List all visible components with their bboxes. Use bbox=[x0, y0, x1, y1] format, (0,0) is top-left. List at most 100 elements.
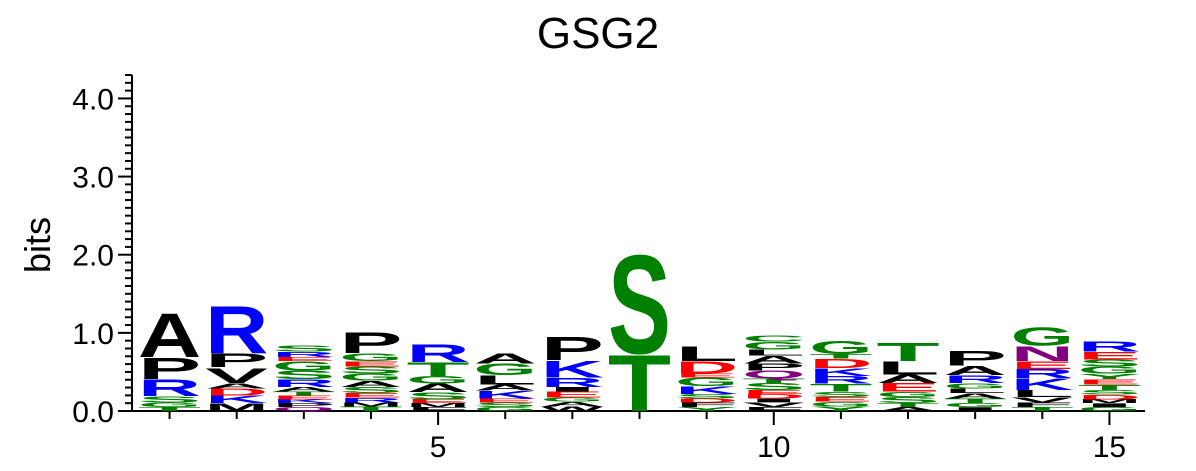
logo-letter-g: G bbox=[407, 374, 470, 386]
logo-letter-g: G bbox=[876, 390, 939, 398]
x-tick-label: 5 bbox=[430, 431, 447, 464]
logo-letter-t: T bbox=[742, 377, 805, 384]
logo-letter-t: T bbox=[339, 405, 402, 412]
logo-letter-g: G bbox=[339, 351, 402, 363]
logo-letter-p: P bbox=[205, 350, 268, 372]
logo-letter-d: D bbox=[1078, 394, 1141, 401]
logo-letter-s: S bbox=[1078, 358, 1141, 369]
logo-letter-m: M bbox=[1078, 398, 1141, 404]
logo-letter-e: E bbox=[407, 398, 470, 404]
logo-letter-p: P bbox=[272, 402, 335, 408]
logo-letter-d: D bbox=[675, 358, 738, 377]
logo-letter-g: G bbox=[742, 340, 805, 352]
logo-letter-a: A bbox=[742, 354, 805, 366]
logo-letter-a: A bbox=[407, 382, 470, 395]
logo-letter-r: R bbox=[272, 350, 335, 358]
logo-letter-g: G bbox=[809, 338, 872, 358]
y-tick-label: 2.0 bbox=[72, 240, 114, 273]
logo-letter-e: E bbox=[1078, 378, 1141, 386]
y-axis-label: bits bbox=[17, 217, 58, 273]
logo-letter-g: G bbox=[339, 372, 402, 383]
logo-letter-i: I bbox=[944, 406, 1007, 412]
logo-letter-g: G bbox=[541, 397, 604, 403]
logo-letter-t: T bbox=[272, 390, 335, 396]
logo-letter-k: K bbox=[541, 356, 604, 383]
y-axis: 0.0 1.0 2.0 3.0 4.0 bbox=[72, 74, 133, 429]
logo-letter-t: T bbox=[809, 353, 872, 360]
logo-letter-e: E bbox=[272, 394, 335, 400]
logo-letter-t: T bbox=[809, 382, 872, 394]
logo-letter-k: K bbox=[809, 366, 872, 378]
logo-letter-a: A bbox=[876, 372, 939, 385]
logo-letter-p: P bbox=[541, 330, 604, 367]
logo-letter-f: F bbox=[1011, 401, 1074, 408]
logo-letter-s: S bbox=[272, 344, 335, 354]
logo-letter-f: F bbox=[675, 401, 738, 408]
logo-letter-a: A bbox=[474, 350, 537, 367]
logo-letter-a: A bbox=[944, 392, 1007, 400]
logo-letter-r: R bbox=[1078, 338, 1141, 355]
logo-letter-s: S bbox=[407, 391, 470, 402]
logo-letter-k: K bbox=[205, 394, 268, 406]
logo-letter-y: Y bbox=[675, 406, 738, 412]
logo-letter-g: G bbox=[944, 402, 1007, 408]
logo-letter-l: L bbox=[944, 387, 1007, 394]
logo-letter-l: L bbox=[876, 358, 939, 379]
logo-letter-k: K bbox=[675, 384, 738, 396]
y-tick-label: 4.0 bbox=[72, 83, 114, 116]
logo-letter-r: R bbox=[138, 375, 201, 402]
logo-letter-r: R bbox=[541, 375, 604, 390]
chart-title: GSG2 bbox=[537, 9, 659, 58]
logo-letter-e: E bbox=[339, 392, 402, 399]
logo-letter-r: R bbox=[407, 339, 470, 367]
logo-letter-e: E bbox=[339, 360, 402, 368]
logo-letter-s: S bbox=[876, 395, 939, 405]
logo-letter-e: E bbox=[809, 396, 872, 403]
logo-letter-g: G bbox=[1078, 406, 1141, 412]
y-tick-label: 0.0 bbox=[72, 396, 114, 429]
x-tick-label: 15 bbox=[1093, 431, 1126, 464]
logo-letter-t: T bbox=[944, 397, 1007, 404]
logo-letter-s: S bbox=[474, 401, 537, 408]
logo-letter-y: Y bbox=[809, 405, 872, 412]
logo-letter-a: A bbox=[944, 363, 1007, 378]
logo-letter-i: I bbox=[1078, 402, 1141, 408]
logo-letter-m: M bbox=[339, 401, 402, 407]
logo-letter-m: M bbox=[205, 401, 268, 413]
logo-letter-k: K bbox=[272, 398, 336, 404]
logo-letter-p: P bbox=[138, 351, 201, 385]
logo-letter-t: T bbox=[876, 337, 939, 366]
logo-letter-e: E bbox=[1078, 350, 1141, 362]
logo-letter-l: L bbox=[474, 373, 537, 388]
logo-letter-g: G bbox=[944, 382, 1007, 390]
logo-letter-i: I bbox=[742, 398, 805, 404]
logo-letter-l: L bbox=[675, 341, 738, 365]
logo-letter-r: R bbox=[944, 373, 1007, 385]
logo-letter-s: S bbox=[272, 368, 335, 381]
logo-letter-t: T bbox=[608, 338, 671, 428]
logo-letter-a: A bbox=[339, 379, 402, 389]
logo-letter-g: G bbox=[474, 406, 537, 412]
logo-letter-r: R bbox=[339, 397, 402, 404]
logo-letter-s: S bbox=[339, 365, 402, 376]
logo-letter-s: S bbox=[608, 226, 671, 383]
logo-letter-r: R bbox=[1011, 367, 1074, 382]
logo-letter-m: M bbox=[407, 402, 470, 408]
logo-letter-i: I bbox=[541, 386, 604, 393]
logo-letter-a: A bbox=[876, 406, 939, 412]
logo-letter-k: K bbox=[1011, 375, 1074, 393]
